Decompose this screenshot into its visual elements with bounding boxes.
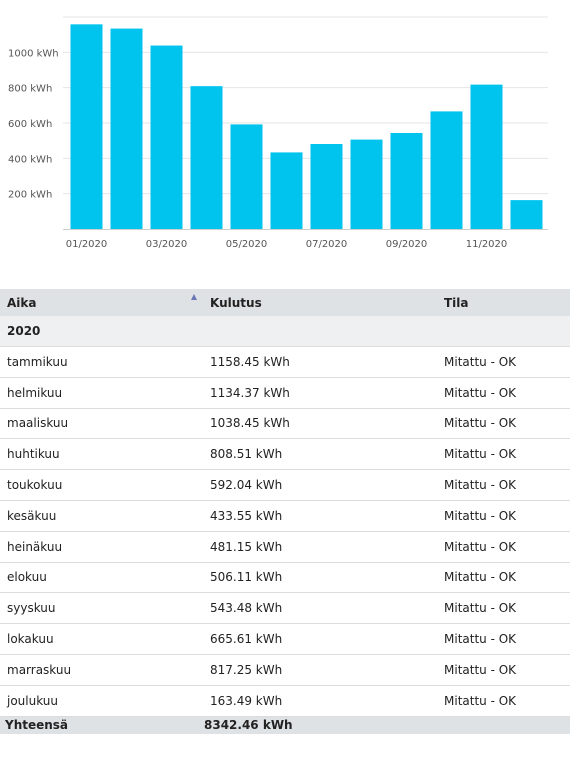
consumption-cell: 481.15 kWh: [210, 539, 283, 554]
bar[interactable]: [390, 132, 423, 229]
bar[interactable]: [270, 152, 303, 229]
bar[interactable]: [430, 111, 463, 229]
bar[interactable]: [310, 143, 343, 229]
x-tick-label: 09/2020: [386, 239, 428, 250]
status-cell: Mitattu - OK: [444, 354, 517, 369]
table-row: maaliskuu 1038.45 kWh Mitattu - OK: [0, 409, 570, 440]
consumption-cell: 506.11 kWh: [210, 570, 283, 585]
bar[interactable]: [150, 45, 183, 230]
consumption-cell: 433.55 kWh: [210, 508, 283, 523]
status-cell: Mitattu - OK: [444, 385, 517, 400]
consumption-cell: 808.51 kWh: [210, 447, 283, 462]
group-label: 2020: [7, 324, 41, 338]
consumption-bar-chart: 200 kWh 400 kWh 600 kWh 800 kWh 1000 kWh 01/…: [8, 16, 548, 250]
bar[interactable]: [510, 200, 543, 229]
month-cell: marraskuu: [7, 662, 72, 677]
table-row: joulukuu 163.49 kWh Mitattu - OK: [0, 686, 570, 717]
table-row: helmikuu 1134.37 kWh Mitattu - OK: [0, 378, 570, 409]
status-cell: Mitattu - OK: [444, 508, 517, 523]
status-cell: Mitattu - OK: [444, 662, 517, 677]
consumption-table: Aika Kulutus Tila 2020 tammikuu 1158.45 k…: [0, 289, 570, 734]
month-cell: helmikuu: [7, 385, 63, 400]
y-tick-label: 800 kWh: [8, 84, 52, 95]
month-cell: syyskuu: [7, 601, 56, 616]
total-label: Yhteensä: [5, 718, 69, 733]
table-row: toukokuu 592.04 kWh Mitattu - OK: [0, 470, 570, 501]
consumption-cell: 1038.45 kWh: [210, 416, 290, 431]
status-cell: Mitattu - OK: [444, 601, 517, 616]
month-cell: elokuu: [7, 570, 47, 585]
table-row: syyskuu 543.48 kWh Mitattu - OK: [0, 593, 570, 625]
month-cell: huhtikuu: [7, 447, 60, 462]
status-cell: Mitattu - OK: [444, 693, 517, 708]
total-value: 8342.46 kWh: [204, 718, 293, 733]
table-row: huhtikuu 808.51 kWh Mitattu - OK: [0, 439, 570, 471]
chart-bars: [70, 24, 543, 230]
consumption-cell: 1158.45 kWh: [210, 354, 290, 369]
bar[interactable]: [350, 139, 383, 229]
chart-y-axis: 200 kWh 400 kWh 600 kWh 800 kWh 1000 kWh: [8, 48, 59, 200]
total-row: Yhteensä 8342.46 kWh: [0, 716, 570, 734]
status-cell: Mitattu - OK: [444, 539, 517, 554]
x-tick-label: 11/2020: [466, 239, 508, 250]
bar[interactable]: [110, 28, 143, 229]
bar[interactable]: [470, 84, 503, 229]
chart-x-axis: 01/2020 03/2020 05/2020 07/2020 09/2020 11/20…: [66, 239, 508, 250]
header-time[interactable]: Aika: [7, 295, 37, 310]
consumption-cell: 1134.37 kWh: [210, 385, 290, 400]
table-row: tammikuu 1158.45 kWh Mitattu - OK: [0, 347, 570, 378]
month-cell: lokakuu: [7, 632, 54, 647]
status-cell: Mitattu - OK: [444, 478, 517, 493]
x-tick-label: 05/2020: [226, 239, 268, 250]
consumption-cell: 543.48 kWh: [210, 601, 283, 616]
chart-gridlines: [63, 16, 548, 230]
table-row: kesäkuu 433.55 kWh Mitattu - OK: [0, 501, 570, 532]
y-tick-label: 600 kWh: [8, 119, 52, 130]
y-tick-label: 200 kWh: [8, 190, 52, 201]
x-tick-label: 07/2020: [306, 239, 348, 250]
bar[interactable]: [190, 86, 223, 229]
table-row: elokuu 506.11 kWh Mitattu - OK: [0, 563, 570, 594]
header-consumption[interactable]: Kulutus: [210, 295, 262, 310]
consumption-cell: 592.04 kWh: [210, 478, 283, 493]
table-row: marraskuu 817.25 kWh Mitattu - OK: [0, 655, 570, 686]
status-cell: Mitattu - OK: [444, 632, 517, 647]
table-header: Aika Kulutus Tila: [0, 289, 570, 316]
month-cell: toukokuu: [7, 478, 63, 493]
x-tick-label: 01/2020: [66, 239, 108, 250]
month-cell: kesäkuu: [7, 508, 57, 523]
table-row: lokakuu 665.61 kWh Mitattu - OK: [0, 624, 570, 655]
group-row-year[interactable]: 2020: [0, 316, 570, 347]
consumption-cell: 665.61 kWh: [210, 632, 283, 647]
month-cell: maaliskuu: [7, 416, 69, 431]
y-tick-label: 400 kWh: [8, 154, 52, 165]
x-tick-label: 03/2020: [146, 239, 188, 250]
bar[interactable]: [70, 24, 103, 229]
header-status[interactable]: Tila: [444, 295, 469, 310]
status-cell: Mitattu - OK: [444, 416, 517, 431]
status-cell: Mitattu - OK: [444, 570, 517, 585]
consumption-cell: 817.25 kWh: [210, 662, 283, 677]
y-tick-label: 1000 kWh: [8, 48, 59, 59]
table-row: heinäkuu 481.15 kWh Mitattu - OK: [0, 532, 570, 563]
consumption-cell: 163.49 kWh: [210, 693, 283, 708]
month-cell: tammikuu: [7, 354, 68, 369]
status-cell: Mitattu - OK: [444, 447, 517, 462]
month-cell: joulukuu: [7, 693, 59, 708]
month-cell: heinäkuu: [7, 539, 63, 554]
bar[interactable]: [230, 124, 263, 229]
sort-ascending-icon[interactable]: [191, 294, 197, 300]
